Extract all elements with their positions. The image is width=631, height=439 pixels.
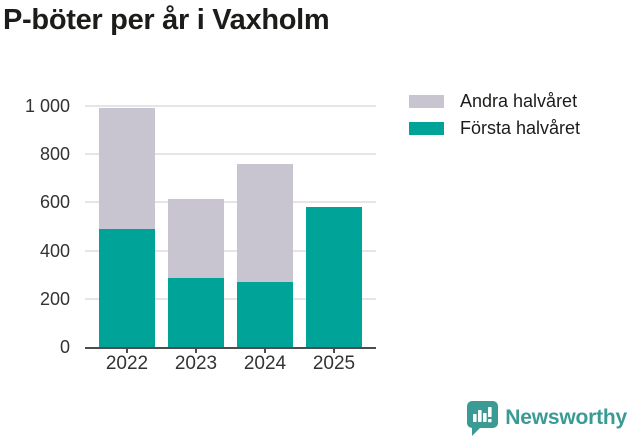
legend-item-1: Första halvåret xyxy=(409,115,580,142)
y-tick-label: 200 xyxy=(39,288,70,309)
newsworthy-icon xyxy=(467,401,499,436)
bar-2024-second-half xyxy=(237,163,293,282)
y-tick-label: 600 xyxy=(39,192,70,213)
x-tick xyxy=(126,347,128,353)
x-tick-label-2022: 2022 xyxy=(105,353,149,374)
x-tick-label-2025: 2025 xyxy=(312,353,356,374)
x-tick-label-2024: 2024 xyxy=(243,353,287,374)
bar-2022-second-half xyxy=(99,108,155,229)
x-tick xyxy=(195,347,197,353)
gridline-400 xyxy=(85,249,376,252)
legend-label: Första halvåret xyxy=(460,118,581,138)
gridline-800 xyxy=(85,153,376,156)
gridline-600 xyxy=(85,201,376,204)
x-tick xyxy=(333,347,335,353)
bar-2023-second-half xyxy=(168,198,224,279)
x-tick-label-2023: 2023 xyxy=(174,353,218,374)
bar-2025-first-half xyxy=(306,207,362,347)
legend-swatch xyxy=(409,95,444,108)
x-axis-line xyxy=(85,347,376,349)
legend-label: Andra halvåret xyxy=(460,91,578,111)
chart-title: P-böter per år i Vaxholm xyxy=(3,4,330,36)
plot-area xyxy=(85,105,376,349)
legend: Andra halvåret Första halvåret xyxy=(409,88,580,142)
bar-2022-first-half xyxy=(99,228,155,347)
bar-2023-first-half xyxy=(168,278,224,347)
y-tick-label: 800 xyxy=(39,144,70,165)
bar-2024-first-half xyxy=(237,281,293,347)
newsworthy-logo: Newsworthy xyxy=(466,400,627,436)
gridline-1000 xyxy=(85,105,376,107)
gridline-200 xyxy=(85,297,376,300)
newsworthy-wordmark: Newsworthy xyxy=(505,406,627,429)
y-tick-label: 400 xyxy=(39,240,70,261)
legend-item-0: Andra halvåret xyxy=(409,88,580,115)
legend-swatch xyxy=(409,122,444,135)
y-tick-label: 0 xyxy=(59,337,70,357)
y-tick-label: 1 000 xyxy=(24,96,70,116)
x-tick xyxy=(264,347,266,353)
